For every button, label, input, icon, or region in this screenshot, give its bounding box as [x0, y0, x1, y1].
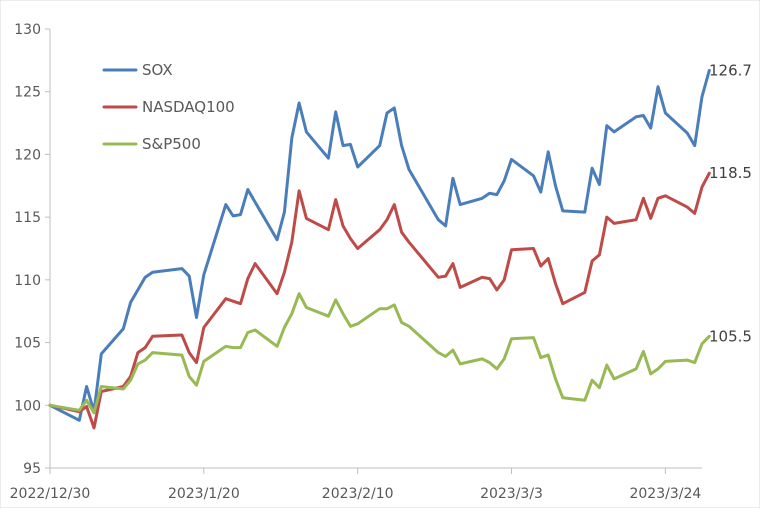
y-tick-label: 120 [14, 147, 41, 163]
y-tick-label: 125 [14, 85, 41, 101]
end-labels: 126.7 118.5 105.5 [709, 61, 752, 345]
y-tick-label: 100 [14, 398, 41, 414]
x-tick-label: 2023/1/20 [168, 486, 240, 502]
y-tick-label: 105 [14, 336, 41, 352]
y-tick-label: 115 [14, 210, 41, 226]
series-lines [48, 68, 711, 430]
end-value-label: 105.5 [709, 327, 752, 345]
legend-label: S&P500 [142, 135, 201, 153]
x-tick-label: 2023/3/24 [629, 486, 701, 502]
axes: 95 100 105 110 115 120 125 130 2022/12/30 2023/1/… [10, 22, 702, 502]
legend-label: SOX [142, 61, 173, 79]
series-line-s-p500 [48, 292, 711, 415]
series-line-nasdaq100 [48, 171, 711, 430]
x-tick-label: 2022/12/30 [10, 486, 91, 502]
y-tick-label: 130 [14, 22, 41, 38]
x-tick-label: 2023/2/10 [322, 486, 394, 502]
series-line-sox [48, 68, 711, 422]
legend-label: NASDAQ100 [142, 98, 235, 116]
legend: SOX NASDAQ100 S&P500 [102, 61, 235, 153]
end-value-label: 118.5 [709, 164, 752, 182]
y-tick-label: 95 [23, 461, 41, 477]
y-tick-label: 110 [14, 273, 41, 289]
end-value-label: 126.7 [709, 61, 752, 79]
x-tick-label: 2023/3/3 [480, 486, 543, 502]
